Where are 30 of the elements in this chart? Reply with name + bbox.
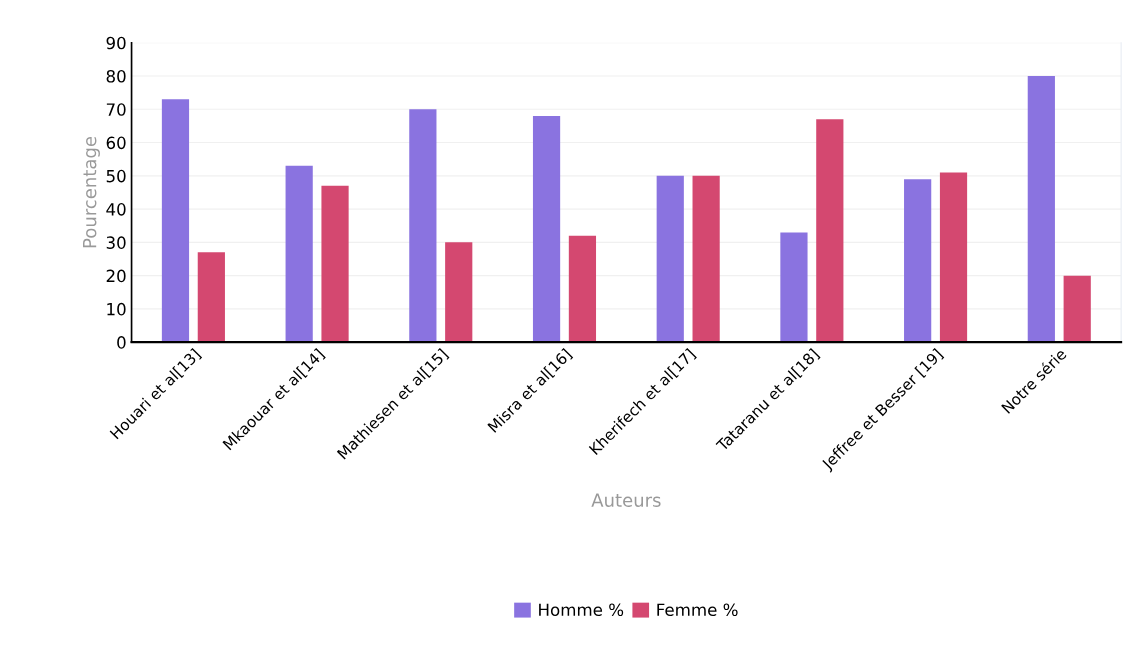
bar — [816, 119, 844, 343]
bar — [904, 179, 932, 343]
bar — [285, 165, 313, 343]
bar — [1027, 76, 1055, 343]
bar — [197, 252, 225, 343]
y-tick-label: 0 — [117, 336, 126, 349]
bar — [1063, 275, 1091, 343]
y-tick-label: 60 — [106, 136, 126, 150]
bar — [532, 115, 561, 343]
bar — [656, 175, 684, 343]
bar — [409, 109, 437, 343]
y-tick-label: 10 — [107, 302, 126, 316]
y-tick-label: 50 — [106, 169, 126, 183]
y-tick-label: 80 — [106, 70, 126, 83]
y-tick-label: 70 — [106, 103, 126, 116]
legend-label: Homme % — [539, 603, 624, 617]
bar — [780, 232, 808, 343]
y-tick-label: 90 — [106, 36, 126, 50]
bar — [692, 175, 720, 343]
bar — [445, 242, 473, 343]
y-axis-title: Pourcentage — [83, 136, 100, 248]
y-tick-label: 30 — [106, 236, 126, 249]
y-tick-label: 40 — [106, 203, 126, 216]
bar — [161, 99, 190, 343]
bar — [321, 185, 349, 343]
bar — [568, 235, 597, 343]
x-axis-title: Auteurs — [591, 493, 661, 507]
legend-label: Femme % — [657, 603, 738, 617]
bar — [939, 172, 968, 343]
y-tick-label: 20 — [106, 269, 126, 283]
